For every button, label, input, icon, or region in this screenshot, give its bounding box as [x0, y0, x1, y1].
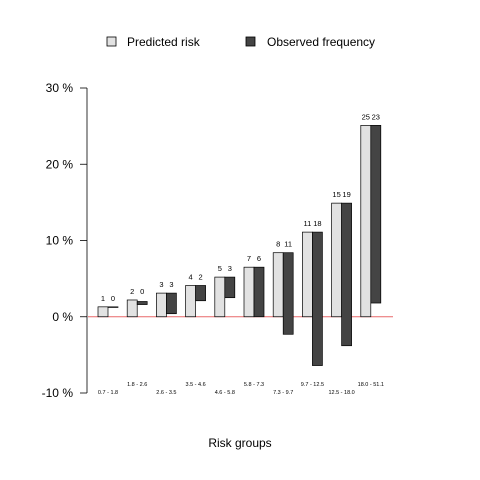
risk-group-label: 3.5 - 4.6 — [186, 382, 206, 388]
y-tick-label: -10 % — [42, 386, 74, 400]
observed-frequency-bar — [107, 306, 119, 308]
predicted-risk-bar — [243, 266, 255, 318]
observed-frequency-value-label: 0 — [111, 294, 115, 303]
observed-frequency-value-label: 18 — [313, 219, 321, 228]
predicted-risk-value-label: 8 — [276, 240, 280, 249]
y-tick-label: 0 % — [52, 310, 73, 324]
predicted-risk-value-label: 11 — [304, 219, 312, 228]
group-labels-layer: 0.7 - 1.8 1.8 - 2.6 2.6 - 3.5 3.5 - 4.6 4.6 … — [98, 382, 384, 396]
observed-frequency-value-label: 3 — [169, 280, 173, 289]
predicted-risk-value-label: 1 — [101, 294, 105, 303]
observed-frequency-bar — [312, 231, 323, 366]
y-axis: -10 % 0 % 10 % 20 % 30 % — [42, 81, 88, 400]
observed-frequency-bar — [136, 301, 148, 305]
predicted-risk-value-label: 25 — [362, 112, 370, 121]
observed-frequency-bar — [341, 202, 352, 347]
observed-frequency-value-label: 11 — [284, 240, 292, 249]
predicted-risk-value-label: 3 — [159, 280, 163, 289]
risk-group-label: 0.7 - 1.8 — [98, 390, 118, 396]
predicted-risk-bar — [97, 306, 109, 318]
observed-frequency-value-label: 19 — [342, 190, 350, 199]
legend-label-observed-frequency: Observed frequency — [267, 35, 375, 49]
predicted-risk-bar — [185, 285, 196, 318]
y-tick-label: 30 % — [46, 81, 74, 95]
predicted-risk-bar — [156, 292, 167, 318]
predicted-risk-value-label: 2 — [130, 287, 134, 296]
observed-frequency-bar — [166, 292, 177, 315]
predicted-risk-bar — [360, 125, 372, 318]
predicted-risk-value-label: 15 — [332, 190, 340, 199]
observed-frequency-value-label: 2 — [199, 272, 203, 281]
risk-group-label: 4.6 - 5.8 — [215, 390, 235, 396]
legend-label-predicted-risk: Predicted risk — [127, 35, 201, 49]
risk-group-label: 5.8 - 7.3 — [244, 382, 264, 388]
y-tick-label: 10 % — [46, 234, 74, 248]
risk-group-label: 12.5 - 18.0 — [328, 390, 354, 396]
legend-swatch-predicted-risk — [106, 36, 117, 47]
predicted-risk-value-label: 4 — [189, 272, 193, 281]
predicted-risk-value-label: 5 — [218, 264, 222, 273]
observed-frequency-value-label: 23 — [372, 112, 380, 121]
observed-frequency-value-label: 0 — [140, 287, 144, 296]
predicted-risk-bar — [214, 276, 226, 318]
legend: Predicted risk Observed frequency — [106, 35, 375, 49]
predicted-risk-bar — [331, 202, 342, 318]
risk-group-label: 9.7 - 12.5 — [301, 382, 324, 388]
observed-frequency-value-label: 6 — [257, 254, 261, 263]
observed-frequency-bar — [224, 276, 236, 299]
observed-frequency-bar — [195, 285, 206, 302]
risk-group-label: 7.3 - 9.7 — [273, 390, 293, 396]
observed-frequency-bar — [282, 252, 294, 335]
risk-group-label: 18.0 - 51.1 — [358, 382, 384, 388]
observed-frequency-bar — [253, 266, 265, 318]
bars-layer — [97, 125, 382, 366]
observed-frequency-bar — [370, 125, 382, 304]
risk-group-label: 1.8 - 2.6 — [127, 382, 147, 388]
predicted-risk-bar — [126, 299, 138, 318]
y-tick-label: 20 % — [46, 157, 74, 171]
predicted-risk-bar — [302, 231, 313, 318]
predicted-risk-value-label: 7 — [247, 254, 251, 263]
risk-group-label: 2.6 - 3.5 — [156, 390, 176, 396]
predicted-risk-bar — [272, 252, 284, 318]
observed-frequency-value-label: 3 — [228, 264, 232, 273]
legend-swatch-observed-frequency — [245, 36, 256, 47]
x-axis-title: Risk groups — [208, 436, 271, 450]
